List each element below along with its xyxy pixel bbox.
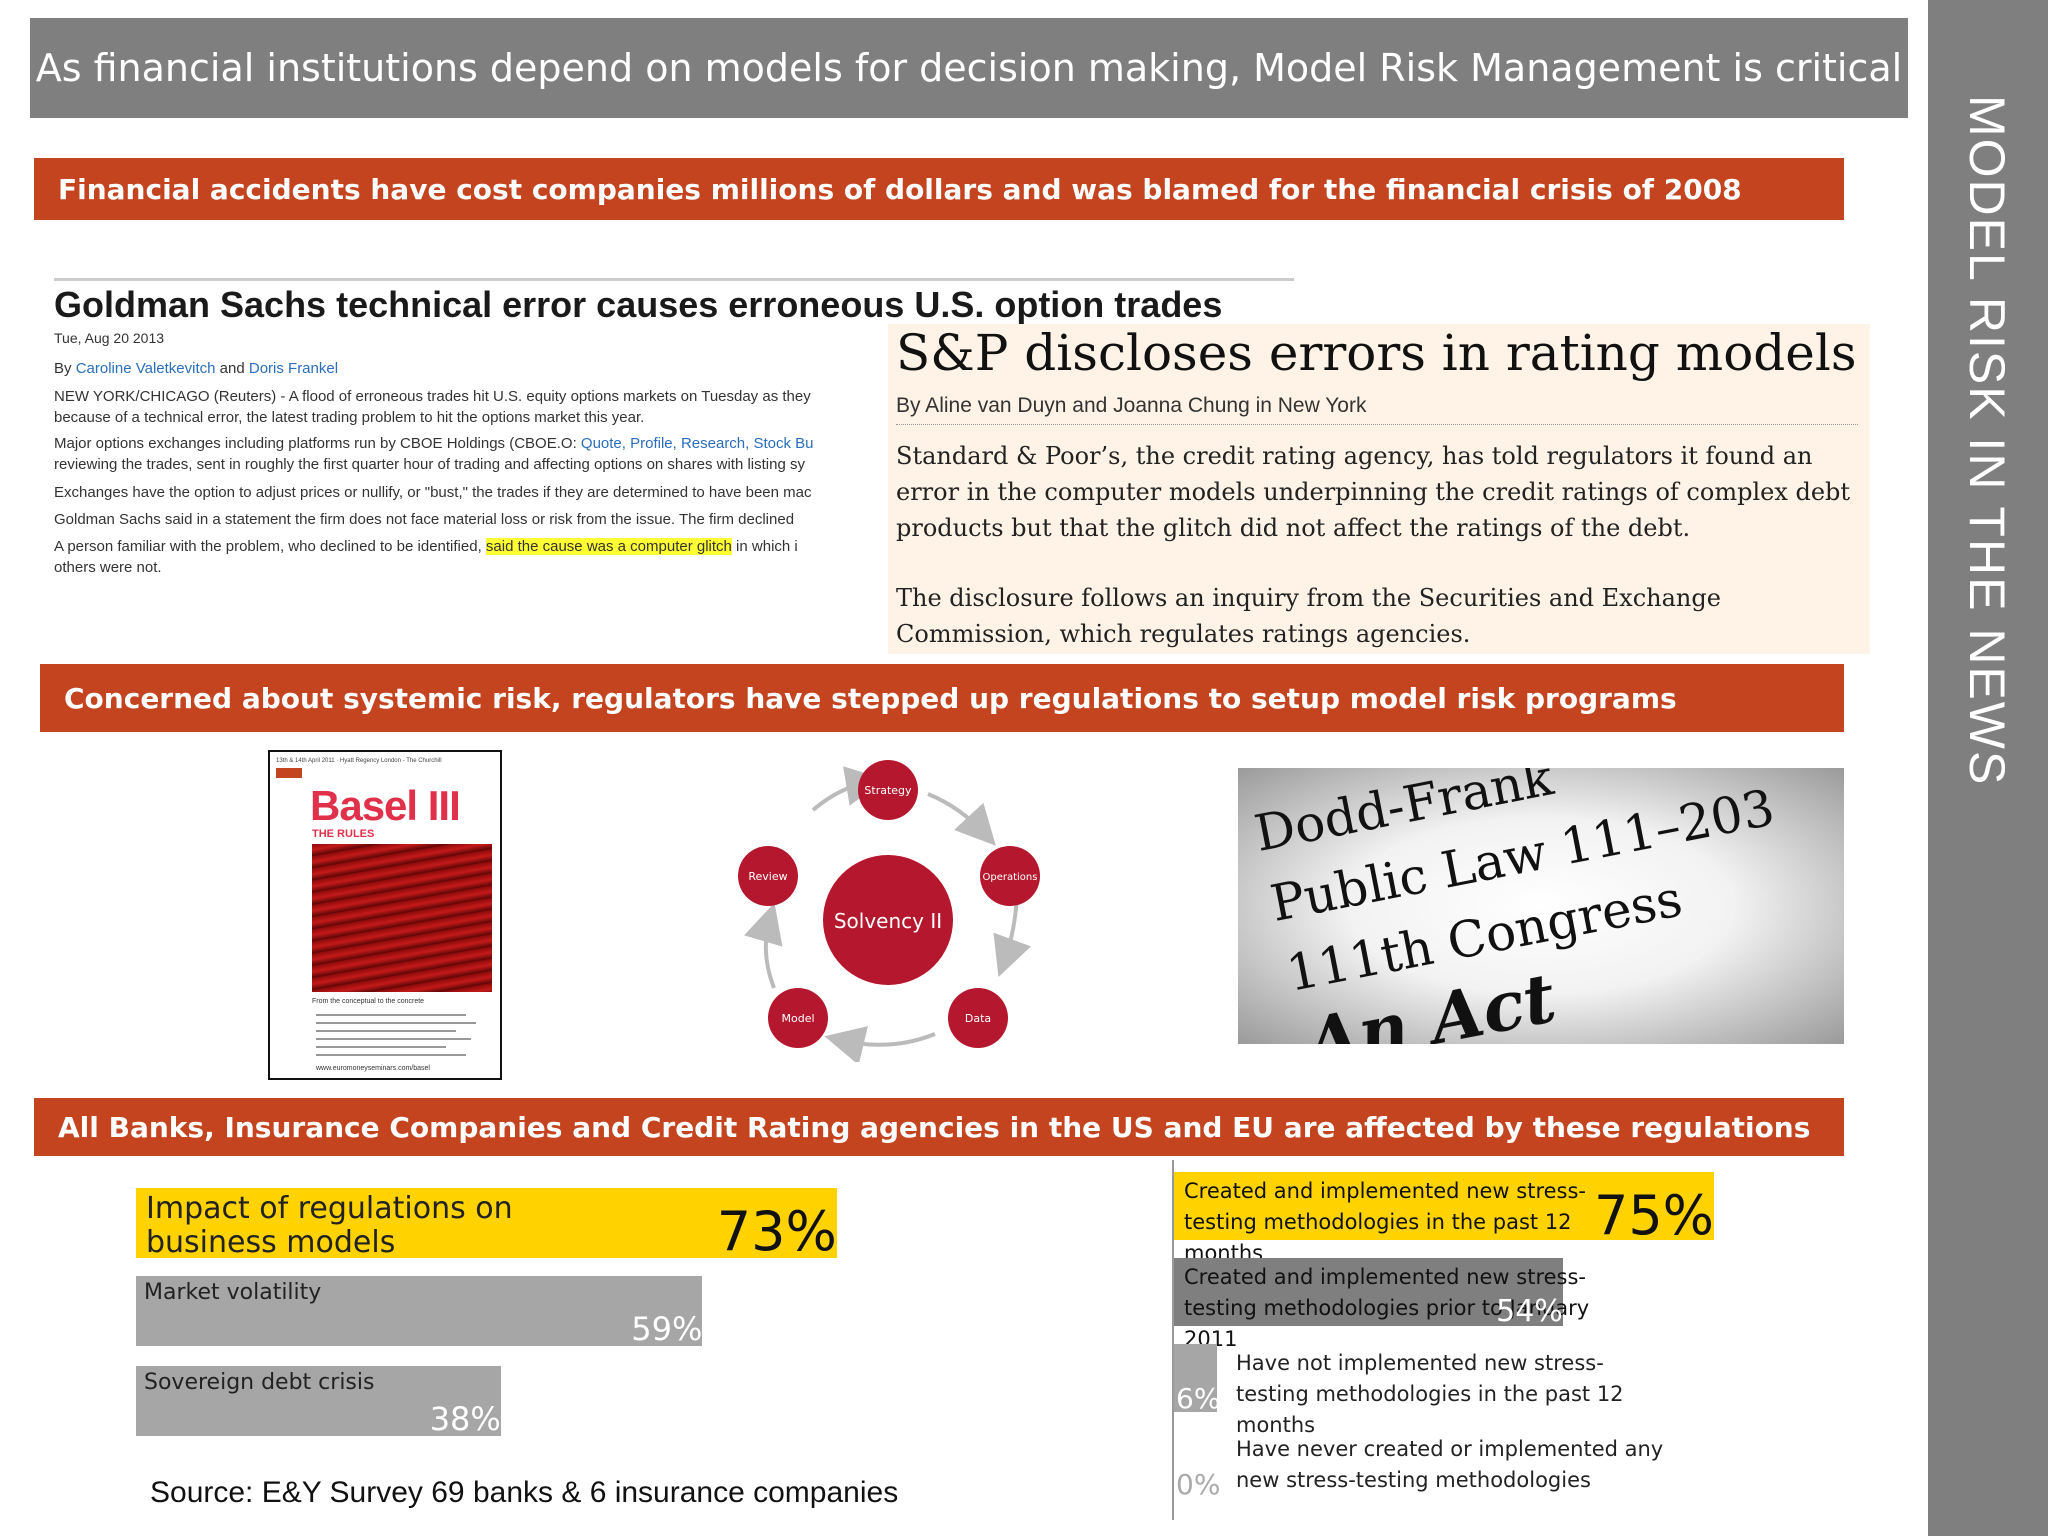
basel-tagline: From the conceptual to the concrete — [312, 998, 425, 1005]
basel-publisher-logo — [276, 768, 302, 778]
bar-value-label: 75% — [1593, 1184, 1714, 1247]
paragraph-text: in which i — [731, 538, 798, 555]
basel-text-line — [316, 1038, 471, 1040]
node-data — [948, 988, 1008, 1048]
basel-text-line — [316, 1022, 476, 1024]
bar-category-label: Created and implemented new stress-testi… — [1184, 1179, 1586, 1265]
bar-category-label: Have never created or implemented any ne… — [1236, 1437, 1664, 1492]
article-paragraph-3: Exchanges have the option to adjust pric… — [54, 484, 812, 501]
node-label: Review — [748, 870, 787, 883]
article-date: Tue, Aug 20 2013 — [54, 330, 165, 346]
paragraph-line: because of a technical error, the latest… — [54, 409, 645, 426]
node-label: Model — [781, 1012, 814, 1025]
side-label: MODEL RISK IN THE NEWS — [1959, 95, 2015, 787]
basel-iii-cover: 13th & 14th April 2011 · Hyatt Regency L… — [268, 750, 502, 1080]
bar-category-label: Sovereign debt crisis — [144, 1370, 375, 1395]
author-link-2[interactable]: Doris Frankel — [248, 360, 339, 377]
article-paragraph-2: The disclosure follows an inquiry from t… — [896, 584, 1721, 648]
node-model — [768, 988, 828, 1048]
sp-article: S&P discloses errors in rating models By… — [888, 324, 1870, 654]
bar-value-label: 54% — [1496, 1294, 1563, 1329]
paragraph-line: others were not. — [54, 559, 162, 576]
section-header-accidents: Financial accidents have cost companies … — [34, 158, 1844, 220]
quote-links[interactable]: Quote, Profile, Research, Stock Bu — [580, 435, 814, 452]
bar-category-label: Created and implemented new stress-testi… — [1184, 1265, 1590, 1351]
bar-category-label: Impact of regulations on business models — [146, 1191, 513, 1260]
basel-text-line — [316, 1014, 466, 1016]
article-paragraph-2: Major options exchanges including platfo… — [54, 433, 1294, 475]
solvency-ii-diagram: Solvency II Strategy Operations Data Mod… — [738, 760, 1040, 1062]
article-paragraph-5: A person familiar with the problem, who … — [54, 536, 1294, 578]
chart-bar — [136, 1188, 837, 1258]
dodd-frank-image: Dodd-Frank Public Law 111–203 111th Cong… — [1238, 768, 1844, 1044]
paragraph-line: A person familiar with the problem, who … — [54, 536, 1294, 557]
section-header-affected: All Banks, Insurance Companies and Credi… — [34, 1098, 1844, 1156]
paragraph-line: Major options exchanges including platfo… — [54, 433, 1294, 454]
basel-top-text: 13th & 14th April 2011 · Hyatt Regency L… — [276, 758, 442, 764]
goldman-article: Goldman Sachs technical error causes err… — [54, 276, 1294, 596]
source-note: Source: E&Y Survey 69 banks & 6 insuranc… — [150, 1476, 899, 1509]
basel-cover-image — [312, 844, 492, 992]
bar-value-label: 73% — [716, 1200, 837, 1263]
bar-value-label: 0% — [1176, 1468, 1221, 1501]
stress-testing-chart: Created and implemented new stress-testi… — [1174, 1172, 1894, 1512]
article-headline: S&P discloses errors in rating models — [896, 324, 1857, 382]
article-rule — [896, 424, 1858, 425]
paragraph-line: NEW YORK/CHICAGO (Reuters) - A flood of … — [54, 388, 811, 405]
section-header-regulators: Concerned about systemic risk, regulator… — [40, 664, 1844, 732]
center-circle — [823, 855, 953, 985]
basel-text-line — [316, 1046, 446, 1048]
node-strategy — [858, 760, 918, 820]
paragraph-text: A person familiar with the problem, who … — [54, 538, 486, 555]
paragraph-line: reviewing the trades, sent in roughly th… — [54, 456, 805, 473]
highlighted-text: said the cause was a computer glitch — [485, 538, 732, 555]
regulation-impact-chart: Impact of regulations on business models… — [136, 1188, 837, 1448]
article-paragraph-1: Standard & Poor’s, the credit rating age… — [896, 442, 1851, 542]
bar-category-label: Market volatility — [144, 1280, 322, 1305]
article-byline: By Aline van Duyn and Joanna Chung in Ne… — [896, 394, 1367, 417]
center-label: Solvency II — [834, 909, 942, 933]
basel-subtitle: THE RULES — [312, 828, 375, 840]
chart-bar — [136, 1276, 703, 1346]
article-paragraph-4: Goldman Sachs said in a statement the fi… — [54, 511, 795, 528]
paragraph-text: Major options exchanges including platfo… — [54, 435, 581, 452]
basel-text-line — [316, 1030, 456, 1032]
cycle-arrow — [824, 1026, 936, 1062]
node-label: Operations — [983, 872, 1038, 883]
side-rail: MODEL RISK IN THE NEWS — [1928, 0, 2048, 1536]
bar-category-label: Have not implemented new stress-testing … — [1236, 1351, 1624, 1437]
bar-value-label: 59% — [631, 1310, 703, 1348]
article-paragraph-1: NEW YORK/CHICAGO (Reuters) - A flood of … — [54, 386, 1294, 428]
cycle-arrow — [744, 902, 783, 989]
chart-bar — [1174, 1258, 1563, 1326]
node-label: Strategy — [864, 784, 912, 797]
bar-value-label: 6% — [1176, 1382, 1221, 1415]
basel-text-line — [316, 1054, 466, 1056]
node-label: Data — [965, 1012, 991, 1025]
chart-bar — [1174, 1172, 1714, 1240]
bar-value-label: 38% — [429, 1400, 501, 1438]
article-rule — [54, 278, 1294, 281]
byline-and: and — [219, 360, 245, 377]
basel-logo: Basel III — [310, 782, 461, 829]
node-operations — [980, 846, 1040, 906]
byline-by: By — [54, 360, 72, 377]
basel-url: www.euromoneyseminars.com/basel — [316, 1065, 430, 1072]
chart-bar — [1174, 1344, 1218, 1412]
author-link-1[interactable]: Caroline Valetkevitch — [75, 360, 216, 377]
article-headline: Goldman Sachs technical error causes err… — [54, 284, 1223, 325]
chart-divider — [1172, 1160, 1174, 1520]
chart-bar — [136, 1366, 501, 1436]
node-review — [738, 846, 798, 906]
cycle-arrow — [927, 792, 996, 846]
page-title: As financial institutions depend on mode… — [30, 18, 1908, 118]
article-byline: By Caroline Valetkevitch and Doris Frank… — [54, 360, 338, 377]
